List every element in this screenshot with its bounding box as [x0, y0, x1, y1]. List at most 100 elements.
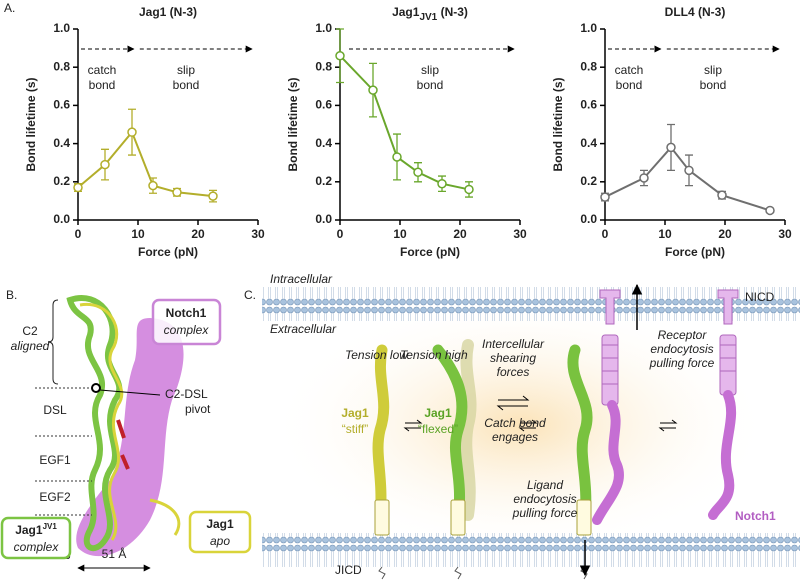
- annotation: bond: [700, 78, 727, 92]
- x-tick-label: 20: [191, 227, 205, 241]
- distance-label: 51 Å: [102, 546, 127, 561]
- equilibrium: [403, 395, 678, 432]
- y-tick-label: 0.4: [580, 136, 597, 150]
- label: endocytosis: [650, 342, 713, 356]
- y-tick-label: 0.6: [315, 98, 332, 112]
- y-tick-label: 0.8: [580, 59, 597, 73]
- chart-title: DLL4 (N-3): [665, 5, 726, 19]
- panel-label: C.: [244, 288, 256, 302]
- contact-residues: [116, 419, 130, 470]
- y-axis-label: Bond lifetime (s): [551, 77, 565, 171]
- y-tick-label: 0.0: [580, 212, 597, 226]
- title-subscript: JV1: [419, 12, 437, 23]
- label: Catch bond: [484, 416, 546, 430]
- domain-dividers: [35, 387, 92, 516]
- jag1-apo-ribbon: [79, 303, 181, 541]
- label: “flexed”: [418, 422, 458, 436]
- annotation: bond: [89, 78, 116, 92]
- panel-label: B.: [6, 288, 17, 302]
- box-label: Jag1: [206, 517, 234, 531]
- annotation: slip: [704, 63, 722, 77]
- y-tick-label: 1.0: [53, 21, 70, 35]
- data-point: [639, 173, 649, 183]
- box-label: complex: [14, 540, 60, 554]
- title-text: DLL4 (N-3): [665, 5, 726, 19]
- y-tick-label: 1.0: [580, 21, 597, 35]
- box-label: apo: [210, 534, 230, 548]
- data-point: [73, 182, 83, 193]
- x-tick-label: 10: [131, 227, 145, 241]
- jag1-box: [188, 510, 252, 554]
- region-label: C2: [22, 324, 38, 338]
- data-line: [77, 130, 214, 198]
- x-axis-label: Force (pN): [138, 245, 198, 259]
- y-tick-label: 0.4: [53, 136, 70, 150]
- box-label: Jag1JV1: [15, 522, 57, 537]
- data-point: [208, 191, 218, 201]
- data-point: [172, 187, 182, 198]
- x-tick-label: 10: [658, 227, 672, 241]
- notch-receptors: [599, 289, 739, 406]
- region-label: Extracellular: [270, 322, 337, 336]
- pivot-label: pivot: [185, 402, 211, 416]
- x-tick-label: 0: [602, 227, 609, 241]
- label: shearing: [490, 351, 536, 365]
- panel-c: C. Intracellular Extracellular Tens: [244, 272, 800, 580]
- label: Tension high: [400, 348, 468, 362]
- tails: [378, 566, 588, 580]
- x-tick-label: 20: [453, 227, 467, 241]
- y-tick-label: 0.6: [580, 98, 597, 112]
- label: Jag1: [424, 406, 452, 420]
- annotation: bond: [417, 78, 444, 92]
- region-label: aligned: [11, 339, 50, 353]
- y-tick-label: 0.6: [53, 98, 70, 112]
- box-label-name: Jag1: [15, 523, 43, 537]
- brace: [47, 299, 59, 385]
- label: engages: [492, 430, 538, 444]
- annotation: catch: [88, 63, 117, 77]
- x-tick-label: 30: [251, 227, 265, 241]
- data-line: [339, 55, 470, 191]
- label: Intercellular: [482, 337, 545, 351]
- y-tick-label: 0.2: [580, 174, 597, 188]
- y-tick-label: 0.0: [53, 212, 70, 226]
- label: Tension low: [345, 348, 409, 362]
- x-tick-label: 30: [513, 227, 527, 241]
- data-point: [148, 180, 158, 191]
- data-point: [335, 50, 345, 61]
- y-axis-label: Bond lifetime (s): [286, 77, 300, 171]
- data-point: [464, 184, 474, 195]
- data-point: [368, 85, 378, 95]
- box-label-superscript: JV1: [43, 522, 58, 531]
- data-point: [666, 142, 676, 153]
- data-point: [684, 165, 694, 176]
- label: pulling force: [512, 506, 578, 520]
- data-line: [604, 145, 771, 212]
- label: JICD: [335, 563, 362, 577]
- data-point: [765, 205, 775, 216]
- x-tick-label: 20: [718, 227, 732, 241]
- ligand-ghost: [460, 339, 477, 521]
- label: endocytosis: [513, 492, 576, 506]
- box-label: complex: [164, 323, 210, 337]
- annotation: bond: [173, 78, 200, 92]
- annotation: catch: [615, 63, 644, 77]
- annotation: slip: [421, 63, 439, 77]
- chart-title: Jag1 (N-3): [139, 5, 197, 19]
- y-tick-label: 0.4: [315, 136, 332, 150]
- background-glow: [270, 295, 770, 555]
- ligand-flexed: [432, 344, 593, 526]
- x-tick-label: 0: [337, 227, 344, 241]
- membrane: [262, 533, 800, 567]
- y-tick-label: 0.2: [315, 174, 332, 188]
- box-label: Notch1: [166, 306, 207, 320]
- annotation: bond: [616, 78, 643, 92]
- data-point: [392, 152, 402, 162]
- x-tick-label: 0: [75, 227, 82, 241]
- label: forces: [497, 365, 530, 379]
- ligand-rings: [374, 499, 592, 536]
- x-tick-label: 10: [393, 227, 407, 241]
- region-label: Intracellular: [270, 272, 333, 286]
- chart-title: Jag1JV1 (N-3): [392, 5, 468, 22]
- title-text: Jag1 (N-3): [139, 5, 197, 19]
